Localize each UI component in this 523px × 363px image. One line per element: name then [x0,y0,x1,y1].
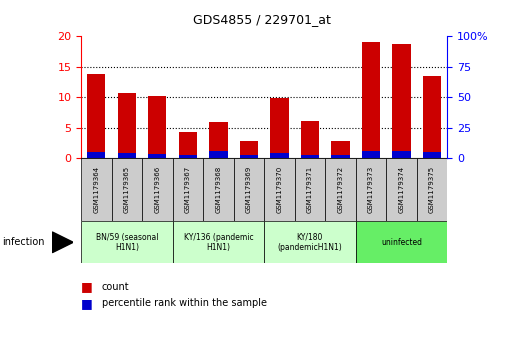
Bar [173,158,203,221]
Text: GSM1179372: GSM1179372 [337,166,344,213]
Text: percentile rank within the sample: percentile rank within the sample [102,298,267,308]
Text: GSM1179365: GSM1179365 [124,166,130,213]
Bar [301,121,319,158]
Bar [423,152,441,158]
Text: KY/136 (pandemic
H1N1): KY/136 (pandemic H1N1) [184,233,253,252]
Bar [203,158,234,221]
Bar [301,155,319,158]
Bar [142,158,173,221]
Bar [240,141,258,158]
Text: BN/59 (seasonal
H1N1): BN/59 (seasonal H1N1) [96,233,158,252]
Bar [179,155,197,158]
Bar [392,44,411,158]
Bar [234,158,264,221]
Bar [423,76,441,158]
Text: GSM1179368: GSM1179368 [215,166,221,213]
Bar [87,74,106,158]
Bar [386,158,417,221]
Bar [362,151,380,158]
Text: count: count [102,282,130,292]
Bar [362,42,380,158]
Text: GSM1179374: GSM1179374 [399,166,404,213]
Bar [356,158,386,221]
Bar [148,96,166,158]
Text: GSM1179375: GSM1179375 [429,166,435,213]
Bar [81,158,111,221]
Text: GSM1179364: GSM1179364 [93,166,99,213]
Bar [87,152,106,158]
Text: ■: ■ [81,280,93,293]
Bar [331,141,349,158]
Bar [209,151,228,158]
Text: GSM1179373: GSM1179373 [368,166,374,213]
Text: infection: infection [3,237,45,247]
Bar [325,158,356,221]
Text: uninfected: uninfected [381,238,422,247]
Text: KY/180
(pandemicH1N1): KY/180 (pandemicH1N1) [278,233,342,252]
Bar [294,158,325,221]
Bar [179,132,197,158]
Bar [270,153,289,158]
Bar [270,98,289,158]
Bar [81,221,173,263]
Text: GSM1179367: GSM1179367 [185,166,191,213]
Bar [118,153,136,158]
Bar [264,221,356,263]
Text: GSM1179366: GSM1179366 [154,166,161,213]
Text: GSM1179369: GSM1179369 [246,166,252,213]
Text: ■: ■ [81,297,93,310]
Bar [118,93,136,158]
Text: GDS4855 / 229701_at: GDS4855 / 229701_at [192,13,331,26]
Bar [356,221,447,263]
Bar [173,221,264,263]
Text: GSM1179370: GSM1179370 [276,166,282,213]
Bar [392,151,411,158]
Bar [417,158,447,221]
Bar [148,154,166,158]
Bar [331,155,349,158]
Text: GSM1179371: GSM1179371 [307,166,313,213]
Polygon shape [52,232,73,253]
Bar [240,155,258,158]
Bar [209,122,228,158]
Bar [111,158,142,221]
Bar [264,158,294,221]
